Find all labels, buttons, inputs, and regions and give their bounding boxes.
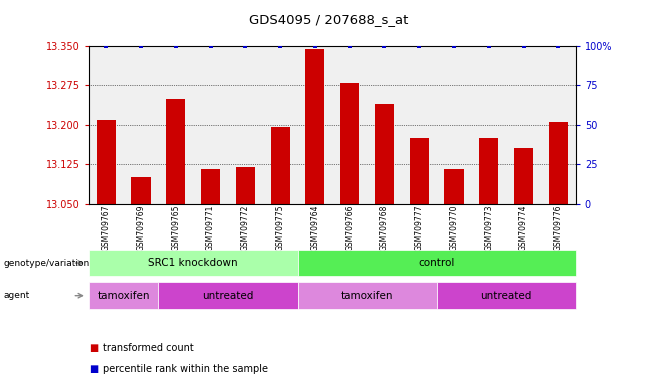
Text: agent: agent — [3, 291, 30, 300]
Point — [414, 43, 424, 49]
Bar — [236, 167, 255, 204]
Point — [553, 43, 564, 49]
Point — [484, 43, 494, 49]
Point — [310, 43, 320, 49]
Text: percentile rank within the sample: percentile rank within the sample — [103, 364, 268, 374]
Bar — [410, 138, 429, 204]
Point — [275, 43, 286, 49]
Text: SRC1 knockdown: SRC1 knockdown — [148, 258, 238, 268]
Bar — [479, 138, 498, 204]
Bar — [201, 169, 220, 204]
Point — [170, 43, 181, 49]
Text: tamoxifen: tamoxifen — [341, 291, 393, 301]
Bar — [444, 169, 464, 204]
Point — [101, 43, 111, 49]
Point — [519, 43, 529, 49]
Bar — [375, 104, 394, 204]
Text: genotype/variation: genotype/variation — [3, 258, 89, 268]
Text: GDS4095 / 207688_s_at: GDS4095 / 207688_s_at — [249, 13, 409, 26]
Bar — [97, 119, 116, 204]
Text: transformed count: transformed count — [103, 343, 194, 353]
Point — [205, 43, 216, 49]
Text: untreated: untreated — [202, 291, 253, 301]
Point — [379, 43, 390, 49]
Bar — [132, 177, 151, 204]
Point — [449, 43, 459, 49]
Bar — [305, 49, 324, 204]
Bar — [340, 83, 359, 204]
Bar — [514, 149, 533, 204]
Bar — [270, 127, 290, 204]
Text: tamoxifen: tamoxifen — [97, 291, 150, 301]
Point — [136, 43, 146, 49]
Bar — [166, 99, 186, 204]
Point — [344, 43, 355, 49]
Text: ■: ■ — [89, 343, 98, 353]
Text: control: control — [418, 258, 455, 268]
Text: untreated: untreated — [480, 291, 532, 301]
Bar — [549, 122, 568, 204]
Point — [240, 43, 251, 49]
Text: ■: ■ — [89, 364, 98, 374]
